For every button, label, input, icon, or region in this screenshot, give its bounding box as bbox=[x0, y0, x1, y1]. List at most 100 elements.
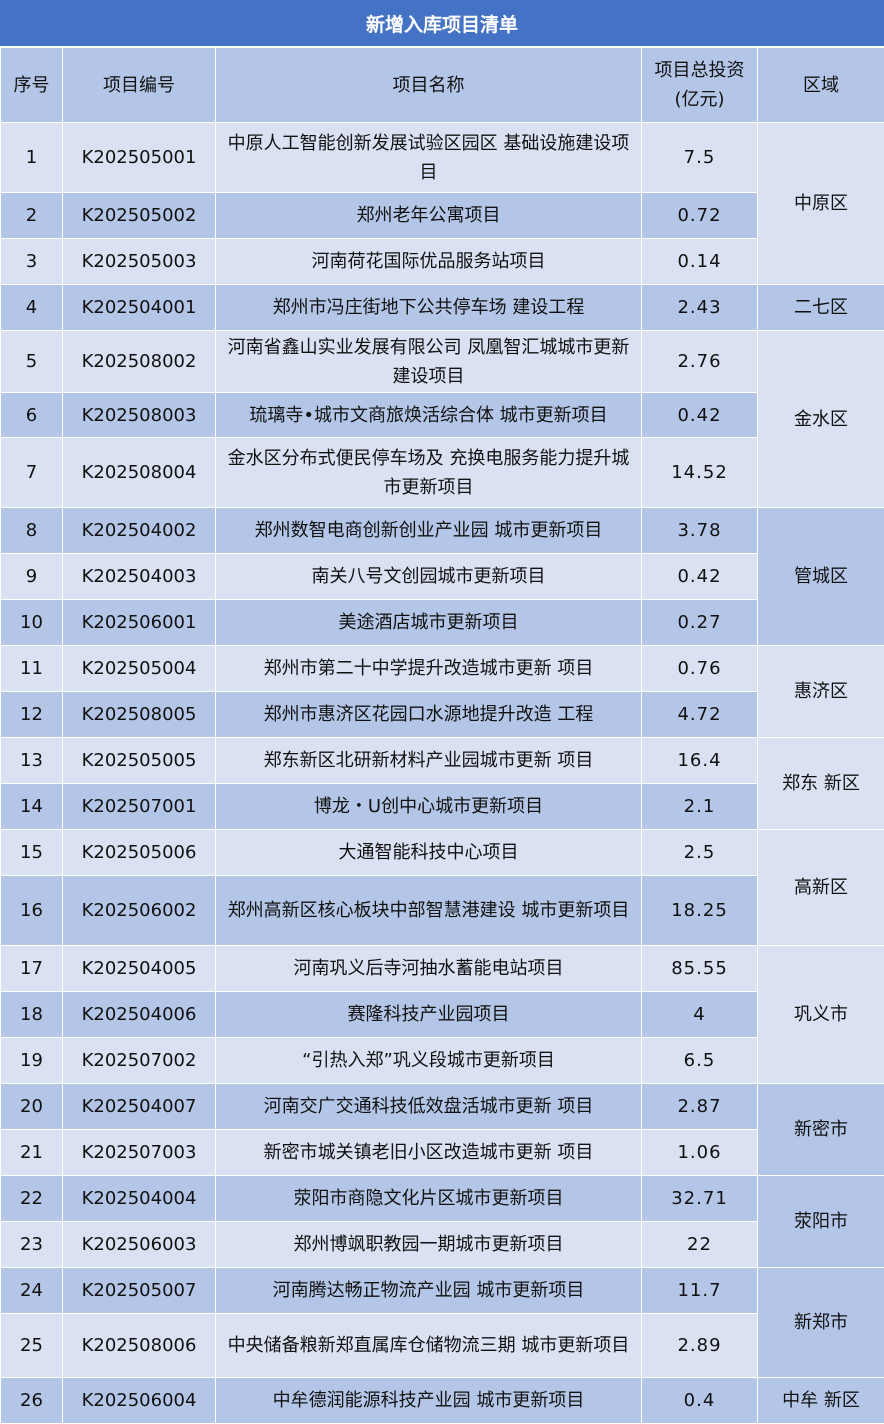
name-cell: 金水区分布式便民停车场及 充换电服务能力提升城市更新项目 bbox=[216, 438, 642, 508]
region-cell: 新密市 bbox=[758, 1084, 884, 1176]
invest-cell: 0.27 bbox=[642, 600, 758, 646]
seq-cell: 9 bbox=[1, 554, 63, 600]
invest-cell: 0.42 bbox=[642, 554, 758, 600]
seq-cell: 14 bbox=[1, 784, 63, 830]
invest-cell: 22 bbox=[642, 1222, 758, 1268]
invest-cell: 32.71 bbox=[642, 1176, 758, 1222]
seq-cell: 5 bbox=[1, 331, 63, 393]
table-title: 新增入库项目清单 bbox=[0, 0, 884, 47]
name-cell: 河南腾达畅正物流产业园 城市更新项目 bbox=[216, 1268, 642, 1314]
code-cell: K202505003 bbox=[63, 239, 216, 285]
seq-cell: 13 bbox=[1, 738, 63, 784]
invest-cell: 2.89 bbox=[642, 1314, 758, 1378]
region-cell: 新郑市 bbox=[758, 1268, 884, 1378]
header-name: 项目名称 bbox=[216, 48, 642, 123]
header-code: 项目编号 bbox=[63, 48, 216, 123]
seq-cell: 23 bbox=[1, 1222, 63, 1268]
code-cell: K202505005 bbox=[63, 738, 216, 784]
name-cell: 中央储备粮新郑直属库仓储物流三期 城市更新项目 bbox=[216, 1314, 642, 1378]
invest-cell: 0.14 bbox=[642, 239, 758, 285]
header-seq: 序号 bbox=[1, 48, 63, 123]
invest-cell: 0.76 bbox=[642, 646, 758, 692]
seq-cell: 6 bbox=[1, 393, 63, 438]
invest-cell: 1.06 bbox=[642, 1130, 758, 1176]
seq-cell: 11 bbox=[1, 646, 63, 692]
name-cell: 琉璃寺•城市文商旅焕活综合体 城市更新项目 bbox=[216, 393, 642, 438]
name-cell: 郑州高新区核心板块中部智慧港建设 城市更新项目 bbox=[216, 876, 642, 946]
seq-cell: 20 bbox=[1, 1084, 63, 1130]
code-cell: K202505002 bbox=[63, 193, 216, 239]
seq-cell: 18 bbox=[1, 992, 63, 1038]
name-cell: 郑州数智电商创新创业产业园 城市更新项目 bbox=[216, 508, 642, 554]
invest-cell: 2.1 bbox=[642, 784, 758, 830]
code-cell: K202505006 bbox=[63, 830, 216, 876]
seq-cell: 24 bbox=[1, 1268, 63, 1314]
code-cell: K202504002 bbox=[63, 508, 216, 554]
invest-cell: 2.43 bbox=[642, 285, 758, 331]
region-cell: 中牟 新区 bbox=[758, 1378, 884, 1424]
code-cell: K202506001 bbox=[63, 600, 216, 646]
seq-cell: 22 bbox=[1, 1176, 63, 1222]
name-cell: 郑州博飒职教园一期城市更新项目 bbox=[216, 1222, 642, 1268]
seq-cell: 8 bbox=[1, 508, 63, 554]
invest-cell: 3.78 bbox=[642, 508, 758, 554]
code-cell: K202504005 bbox=[63, 946, 216, 992]
code-cell: K202507003 bbox=[63, 1130, 216, 1176]
code-cell: K202504003 bbox=[63, 554, 216, 600]
region-cell: 荥阳市 bbox=[758, 1176, 884, 1268]
code-cell: K202508005 bbox=[63, 692, 216, 738]
seq-cell: 12 bbox=[1, 692, 63, 738]
invest-cell: 4 bbox=[642, 992, 758, 1038]
code-cell: K202507001 bbox=[63, 784, 216, 830]
invest-cell: 18.25 bbox=[642, 876, 758, 946]
code-cell: K202504004 bbox=[63, 1176, 216, 1222]
code-cell: K202507002 bbox=[63, 1038, 216, 1084]
code-cell: K202504006 bbox=[63, 992, 216, 1038]
name-cell: 郑东新区北研新材料产业园城市更新 项目 bbox=[216, 738, 642, 784]
code-cell: K202506003 bbox=[63, 1222, 216, 1268]
seq-cell: 2 bbox=[1, 193, 63, 239]
code-cell: K202508006 bbox=[63, 1314, 216, 1378]
code-cell: K202505007 bbox=[63, 1268, 216, 1314]
header-invest-line2: (亿元) bbox=[674, 89, 724, 110]
name-cell: 郑州市惠济区花园口水源地提升改造 工程 bbox=[216, 692, 642, 738]
seq-cell: 7 bbox=[1, 438, 63, 508]
region-cell: 金水区 bbox=[758, 331, 884, 508]
seq-cell: 17 bbox=[1, 946, 63, 992]
code-cell: K202508004 bbox=[63, 438, 216, 508]
region-cell: 巩义市 bbox=[758, 946, 884, 1084]
invest-cell: 16.4 bbox=[642, 738, 758, 784]
name-cell: 南关八号文创园城市更新项目 bbox=[216, 554, 642, 600]
seq-cell: 16 bbox=[1, 876, 63, 946]
seq-cell: 1 bbox=[1, 123, 63, 193]
header-row: 序号 项目编号 项目名称 项目总投资(亿元) 区域 bbox=[1, 48, 884, 123]
name-cell: 赛隆科技产业园项目 bbox=[216, 992, 642, 1038]
invest-cell: 2.87 bbox=[642, 1084, 758, 1130]
name-cell: 河南荷花国际优品服务站项目 bbox=[216, 239, 642, 285]
name-cell: 博龙・U创中心城市更新项目 bbox=[216, 784, 642, 830]
code-cell: K202508002 bbox=[63, 331, 216, 393]
seq-cell: 26 bbox=[1, 1378, 63, 1424]
invest-cell: 85.55 bbox=[642, 946, 758, 992]
invest-cell: 0.72 bbox=[642, 193, 758, 239]
region-cell: 惠济区 bbox=[758, 646, 884, 738]
